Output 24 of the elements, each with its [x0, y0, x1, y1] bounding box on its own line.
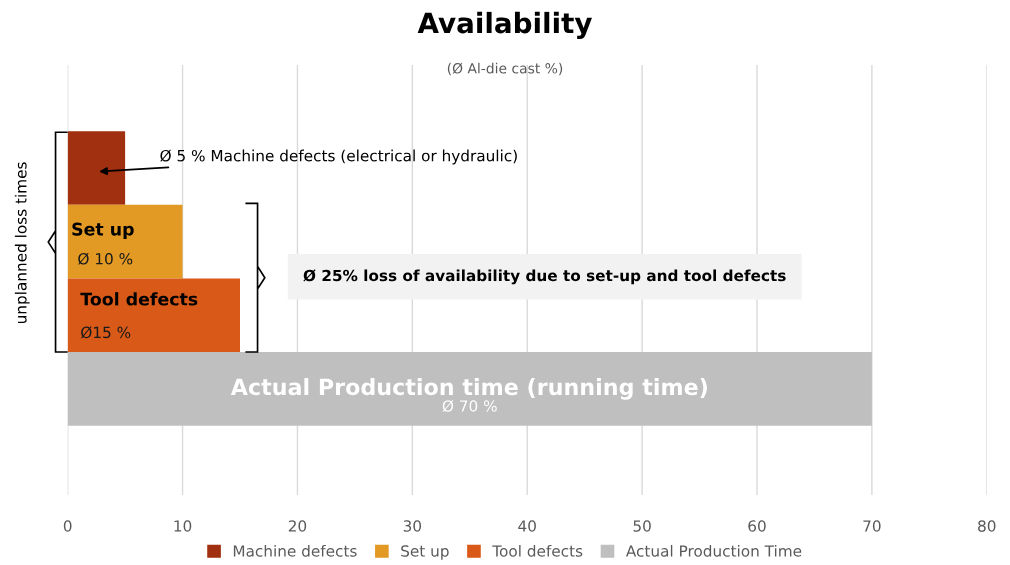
x-tick-label: 70 — [863, 520, 881, 532]
annotation: Tool defects — [80, 292, 198, 306]
legend-label: Actual Production Time — [625, 544, 802, 557]
chart-title: Availability — [417, 11, 592, 39]
x-tick-label: 0 — [63, 520, 72, 532]
x-tick-label: 20 — [288, 520, 307, 532]
y-axis-title: unplanned loss times — [14, 162, 30, 324]
legend-label: Machine defects — [233, 544, 357, 557]
legend-label: Tool defects — [492, 544, 583, 557]
x-tick-label: 40 — [518, 520, 536, 532]
x-tick-label: 50 — [633, 520, 651, 532]
data-label: Ø 10 % — [78, 252, 133, 265]
x-tick-label: 30 — [403, 520, 422, 532]
annotation: Actual Production time (running time) — [230, 378, 707, 400]
x-tick-label: 80 — [978, 520, 996, 532]
annotation: Ø 5 % Machine defects (electrical or hydraulic) — [160, 149, 517, 165]
data-label: Ø 70 % — [442, 399, 497, 413]
chart-subtitle: (Ø Al-die cast %) — [447, 62, 563, 76]
x-tick-label: 60 — [748, 520, 766, 532]
annotation: Ø 25% loss of availability due to set-up and tool defects — [303, 269, 786, 285]
data-label: Ø15 % — [81, 326, 131, 339]
x-tick-label: 10 — [174, 520, 192, 532]
annotation: Set up — [72, 222, 134, 240]
legend-label: Set up — [401, 545, 449, 560]
